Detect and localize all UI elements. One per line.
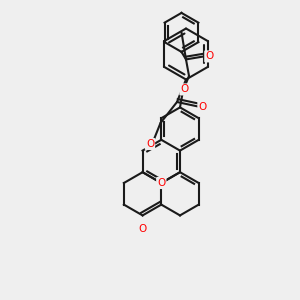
- Text: O: O: [205, 51, 214, 62]
- Text: O: O: [198, 101, 207, 112]
- Text: O: O: [146, 139, 154, 149]
- Text: O: O: [180, 84, 189, 94]
- Text: O: O: [139, 224, 147, 234]
- Text: O: O: [157, 178, 165, 188]
